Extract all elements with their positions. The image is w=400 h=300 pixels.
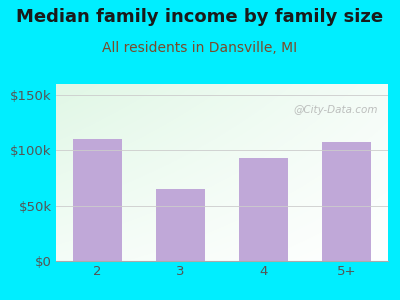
Bar xyxy=(322,142,372,261)
Bar xyxy=(156,189,206,261)
Text: All residents in Dansville, MI: All residents in Dansville, MI xyxy=(102,40,298,55)
Bar xyxy=(73,139,122,261)
Text: Median family income by family size: Median family income by family size xyxy=(16,8,384,26)
Text: @City-Data.com: @City-Data.com xyxy=(294,105,378,115)
Bar xyxy=(238,158,288,261)
